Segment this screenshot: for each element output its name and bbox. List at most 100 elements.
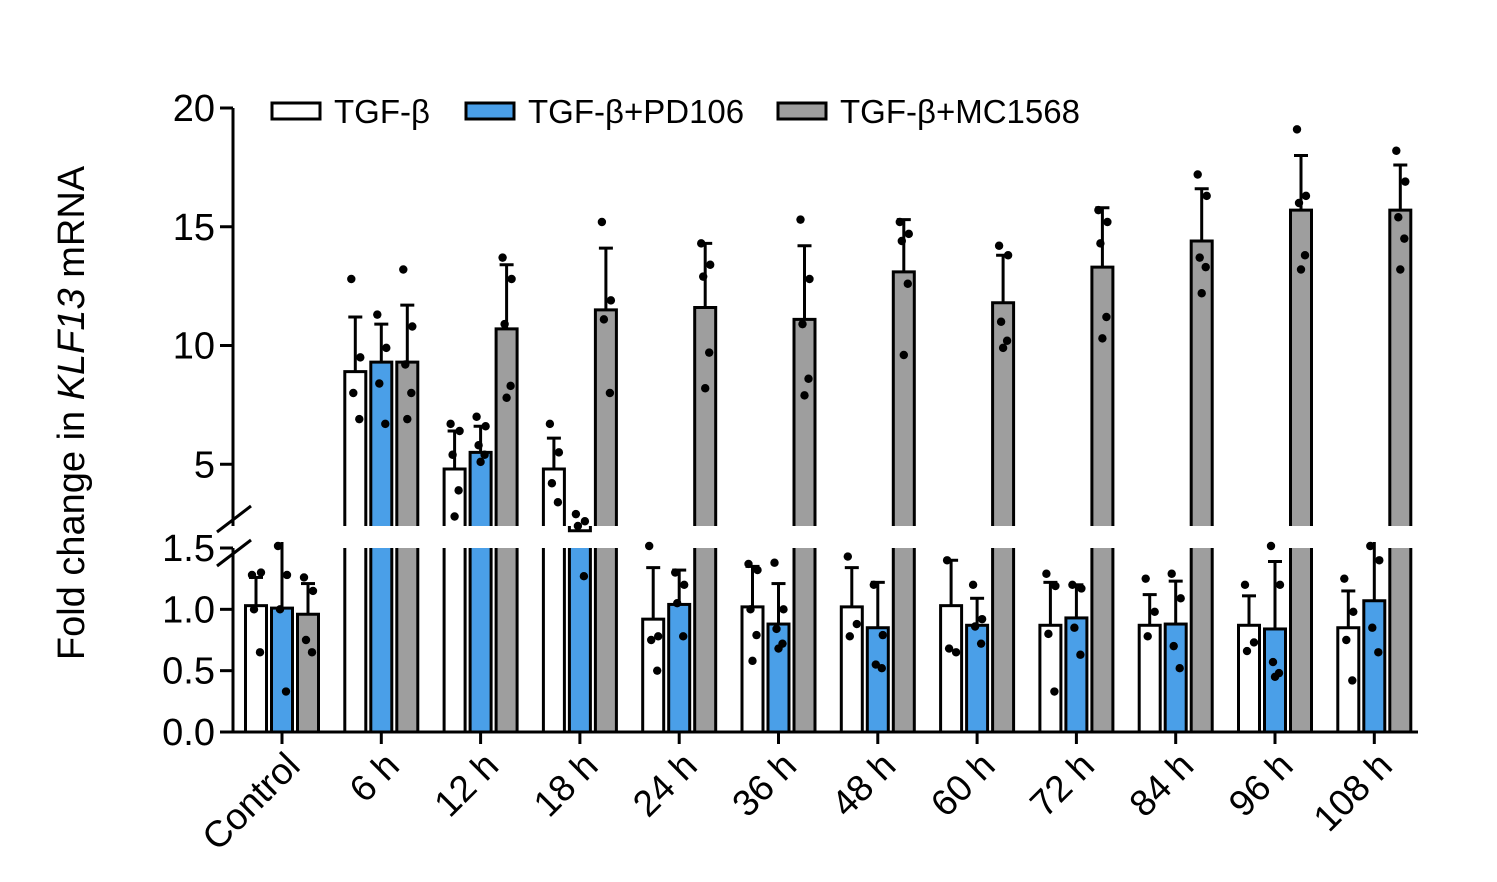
bar-group	[991, 241, 1016, 734]
x-tick-label: 6 h	[342, 745, 407, 810]
data-point	[507, 274, 516, 284]
data-point	[653, 666, 662, 675]
bar-group	[1090, 205, 1115, 734]
data-point	[1366, 541, 1375, 551]
data-point	[970, 622, 980, 631]
bar-group	[641, 541, 666, 734]
data-point	[255, 648, 265, 657]
data-point	[1169, 641, 1178, 651]
data-point	[798, 319, 807, 329]
bar-upper-part	[1290, 210, 1312, 526]
bar-lower-part	[1091, 548, 1113, 732]
bar-group	[667, 568, 692, 734]
bar-group	[693, 239, 718, 734]
bar	[740, 605, 765, 734]
data-point	[944, 644, 954, 653]
data-point	[1349, 607, 1358, 616]
bar-upper-part	[1389, 210, 1411, 526]
data-point	[1275, 580, 1285, 589]
data-point	[299, 573, 309, 582]
data-point	[871, 660, 880, 669]
bar-group	[1163, 569, 1188, 734]
x-tick-label: 84 h	[1121, 745, 1201, 825]
data-point	[373, 310, 382, 319]
x-tick-label: 12 h	[426, 745, 506, 825]
bar-lower-part	[794, 548, 815, 732]
data-point	[571, 509, 581, 519]
bar-group	[369, 310, 394, 734]
bar-group	[1289, 125, 1313, 734]
data-point	[454, 486, 463, 495]
data-point	[968, 580, 978, 589]
data-point	[1374, 648, 1383, 657]
data-point	[347, 274, 356, 284]
data-point	[308, 586, 318, 596]
bar-lower-part	[893, 548, 915, 732]
data-point	[381, 419, 390, 429]
data-point	[481, 422, 490, 431]
bar-lower-part	[344, 548, 366, 732]
bar	[296, 612, 320, 734]
bar-upper-part	[344, 371, 366, 526]
data-point	[1340, 574, 1349, 583]
data-point	[748, 656, 757, 666]
data-point	[1368, 623, 1377, 632]
data-point	[399, 265, 408, 274]
y-tick-label: 0.0	[162, 712, 215, 754]
data-point	[256, 568, 266, 577]
bar-upper-part	[694, 307, 716, 526]
data-point	[249, 605, 259, 614]
bar-group	[1388, 146, 1413, 734]
bar-lower-part	[470, 548, 492, 732]
data-point	[1240, 580, 1250, 589]
axis-break-mark	[216, 504, 252, 534]
data-point	[1044, 629, 1053, 639]
data-point	[282, 570, 292, 580]
legend-label: TGF-β+MC1568	[840, 93, 1080, 130]
data-point	[401, 360, 410, 369]
bar-group	[766, 558, 791, 734]
data-point	[545, 419, 555, 429]
legend-item: TGF-β	[270, 93, 430, 130]
data-point	[1051, 581, 1060, 591]
data-point	[804, 374, 813, 383]
data-point	[998, 343, 1008, 353]
bar-upper-part	[893, 271, 915, 526]
data-point	[579, 572, 589, 581]
bar-group	[244, 568, 268, 734]
bar-group	[494, 253, 519, 734]
data-point	[446, 419, 455, 429]
x-tick-label: 18 h	[526, 745, 606, 825]
data-point	[752, 630, 761, 640]
data-point	[382, 343, 391, 353]
data-point	[506, 381, 515, 391]
data-point	[897, 236, 906, 246]
y-tick-label: 1.0	[162, 589, 215, 631]
data-point	[1150, 607, 1159, 616]
data-point	[273, 541, 283, 551]
data-point	[375, 379, 384, 388]
y-tick-label: 0.5	[162, 651, 215, 693]
data-point	[800, 391, 809, 400]
bar-upper-part	[396, 362, 418, 526]
bar-group	[865, 580, 890, 734]
data-point	[942, 556, 952, 565]
bar-group	[1362, 541, 1387, 734]
bar-upper-part	[595, 309, 617, 526]
data-point	[805, 274, 814, 284]
x-tick-label: 60 h	[923, 745, 1003, 825]
y-tick-label: 5	[194, 444, 215, 486]
bar-upper-part	[543, 469, 565, 526]
bar-upper-part	[1191, 241, 1213, 526]
bars-layer	[244, 125, 1413, 734]
bar-upper-outline	[567, 526, 592, 533]
y-tick-label: 10	[173, 326, 215, 368]
data-point	[1292, 125, 1302, 134]
data-point	[796, 215, 805, 224]
data-point	[275, 605, 285, 614]
bar	[1064, 616, 1089, 734]
bar-group	[1137, 574, 1162, 734]
legend-swatch	[464, 101, 516, 121]
data-point	[1348, 676, 1357, 685]
data-point	[878, 630, 887, 640]
